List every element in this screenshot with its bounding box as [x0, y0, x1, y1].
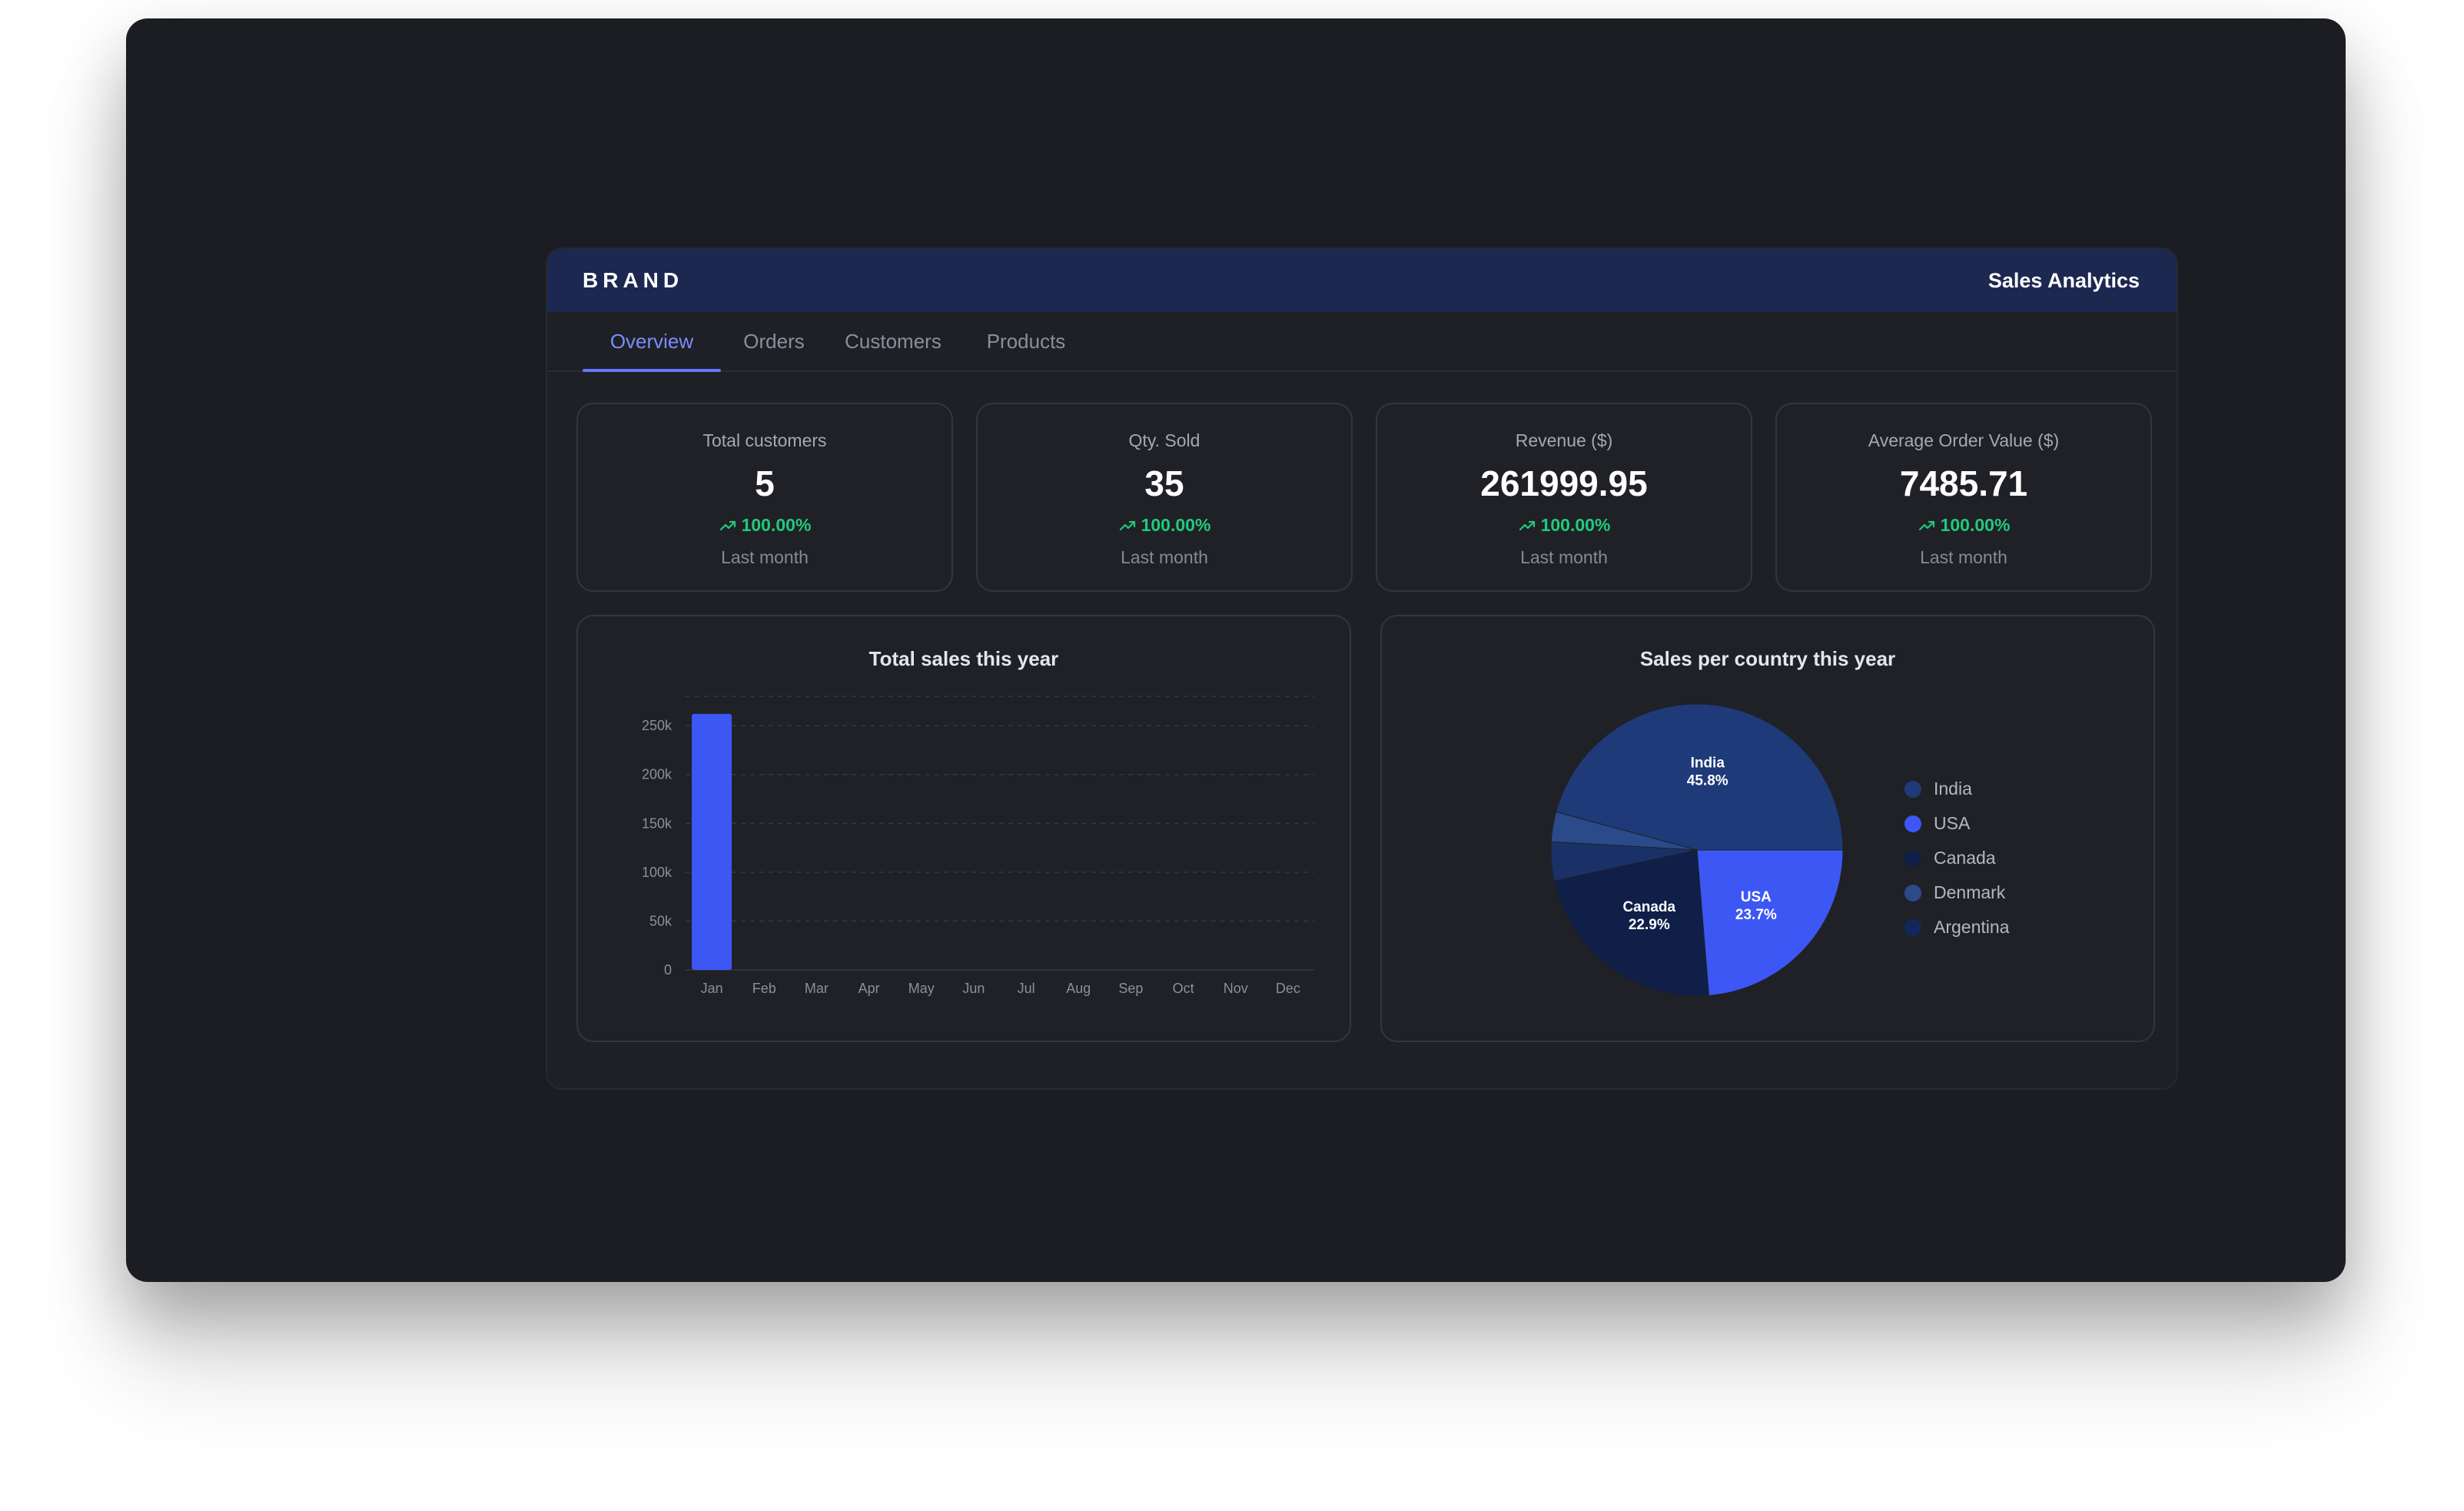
kpi-delta: 100.00% — [978, 515, 1351, 536]
pie-label-percent: 22.9% — [1629, 917, 1670, 933]
x-tick-label: Mar — [805, 981, 829, 996]
tab-customers[interactable]: Customers — [845, 330, 941, 353]
x-tick-label: Jul — [1018, 981, 1035, 996]
pie-label-country: India — [1691, 755, 1725, 771]
legend-label: USA — [1934, 813, 1971, 833]
x-tick-label: Aug — [1066, 981, 1091, 996]
y-tick-label: 100k — [642, 865, 672, 880]
y-tick-label: 0 — [664, 962, 672, 978]
pie-label-percent: 23.7% — [1735, 907, 1777, 923]
bar-jan[interactable] — [692, 713, 732, 970]
y-tick-label: 200k — [642, 767, 672, 782]
kpi-delta-value: 100.00% — [1141, 515, 1211, 535]
app-title: Sales Analytics — [1987, 268, 2140, 292]
legend-swatch — [1904, 918, 1921, 936]
x-tick-label: Jan — [701, 981, 723, 996]
kpi-delta-value: 100.00% — [741, 515, 812, 535]
bar-chart-card: Total sales this year 0 50k 100k 150k 200k 25… — [576, 615, 1351, 1042]
x-tick-label: May — [908, 981, 935, 996]
x-tick-label: Oct — [1173, 981, 1194, 996]
legend-swatch — [1904, 815, 1921, 832]
kpi-value: 7485.71 — [1899, 463, 2028, 503]
x-tick-label: Dec — [1276, 981, 1300, 996]
bar-chart-title: Total sales this year — [868, 647, 1059, 670]
legend-label: Canada — [1934, 848, 1996, 868]
x-tick-label: Sep — [1118, 981, 1143, 996]
app-window: BRAND Sales Analytics Overview Orders Cu… — [126, 18, 2346, 1282]
x-tick-label: Apr — [858, 981, 880, 996]
x-tick-label: Nov — [1224, 981, 1248, 996]
x-tick-label: Feb — [752, 981, 776, 996]
bar-chart: 0 50k 100k 150k 200k 250k Jan Feb Mar Apr May Jun Ju… — [642, 696, 1314, 996]
active-tab-indicator — [583, 369, 721, 372]
legend-item-india[interactable]: India — [1904, 772, 2009, 806]
kpi-period: Last month — [721, 547, 809, 567]
pie-label-country: USA — [1741, 889, 1772, 905]
tab-orders[interactable]: Orders — [743, 330, 805, 353]
kpi-card-total-customers: Total customers 5 100.00% Last month — [576, 403, 953, 592]
top-bar: BRAND Sales Analytics — [547, 249, 2177, 312]
pie-slice-india[interactable] — [1555, 703, 1844, 851]
pie-chart-title: Sales per country this year — [1639, 647, 1896, 670]
dashboard: BRAND Sales Analytics Overview Orders Cu… — [546, 247, 2178, 1090]
kpi-label: Qty. Sold — [1128, 430, 1200, 450]
tab-products[interactable]: Products — [986, 330, 1066, 353]
kpi-delta: 100.00% — [1777, 515, 2150, 536]
pie-legend: India USA Canada Denmark Argentina — [1904, 772, 2009, 945]
tab-overview[interactable]: Overview — [609, 330, 694, 353]
trending-up-icon — [1119, 520, 1135, 530]
legend-item-usa[interactable]: USA — [1904, 806, 2009, 841]
kpi-value: 35 — [1144, 463, 1184, 503]
legend-item-canada[interactable]: Canada — [1904, 841, 2009, 875]
y-tick-label: 50k — [649, 913, 672, 928]
kpi-delta: 100.00% — [578, 515, 951, 536]
legend-label: Argentina — [1934, 917, 2010, 937]
pie-chart-card: Sales per country this year India 45.8% Ca… — [1380, 615, 2155, 1042]
pie-label-percent: 45.8% — [1687, 772, 1728, 789]
kpi-label: Average Order Value ($) — [1868, 430, 2060, 450]
tab-bar: Overview Orders Customers Products — [547, 312, 2177, 372]
kpi-delta-value: 100.00% — [1540, 515, 1611, 535]
legend-item-argentina[interactable]: Argentina — [1904, 910, 2009, 945]
kpi-period: Last month — [1121, 547, 1208, 567]
legend-item-denmark[interactable]: Denmark — [1904, 875, 2009, 910]
trending-up-icon — [1519, 520, 1535, 530]
kpi-value: 5 — [755, 463, 775, 503]
pie-slice-usa[interactable] — [1696, 849, 1844, 996]
legend-swatch — [1904, 849, 1921, 867]
kpi-card-revenue: Revenue ($) 261999.95 100.00% Last month — [1376, 403, 1752, 592]
y-tick-label: 250k — [642, 718, 672, 733]
brand-logo[interactable]: BRAND — [583, 268, 684, 292]
x-tick-label: Jun — [962, 981, 985, 996]
trending-up-icon — [719, 520, 736, 530]
kpi-period: Last month — [1520, 547, 1608, 567]
kpi-delta-value: 100.00% — [1940, 515, 2011, 535]
kpi-label: Total customers — [702, 430, 827, 450]
legend-label: Denmark — [1934, 882, 2006, 902]
pie-label-country: Canada — [1622, 899, 1675, 915]
legend-label: India — [1934, 779, 1972, 799]
pie-slice-canada[interactable] — [1553, 849, 1710, 997]
legend-swatch — [1904, 780, 1921, 798]
y-tick-label: 150k — [642, 815, 672, 831]
trending-up-icon — [1918, 520, 1934, 530]
kpi-card-average-order-value: Average Order Value ($) 7485.71 100.00% … — [1775, 403, 2152, 592]
kpi-card-qty-sold: Qty. Sold 35 100.00% Last month — [976, 403, 1353, 592]
kpi-delta: 100.00% — [1377, 515, 1751, 536]
kpi-value: 261999.95 — [1480, 463, 1648, 503]
kpi-period: Last month — [1920, 547, 2007, 567]
kpi-label: Revenue ($) — [1515, 430, 1613, 450]
legend-swatch — [1904, 884, 1921, 902]
